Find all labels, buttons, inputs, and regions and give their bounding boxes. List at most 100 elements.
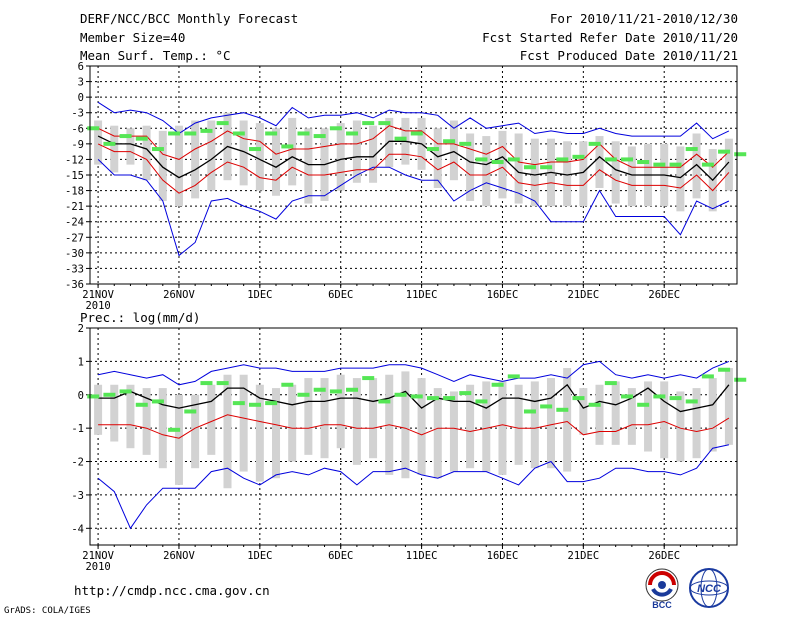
ensemble-mark xyxy=(734,377,747,382)
ensemble-mark xyxy=(443,396,456,401)
ensemble-box xyxy=(385,374,394,475)
ensemble-box xyxy=(498,130,507,199)
ensemble-box xyxy=(708,149,717,212)
ensemble-box xyxy=(126,128,135,165)
xtick-label: 16DEC xyxy=(487,289,519,301)
ensemble-box xyxy=(546,138,555,207)
ensemble-mark xyxy=(394,392,407,397)
ensemble-box xyxy=(627,146,636,207)
ensemble-mark xyxy=(313,134,326,139)
series-line-p_lower xyxy=(98,414,730,439)
ensemble-box xyxy=(563,368,572,472)
ensemble-mark xyxy=(475,157,488,162)
ensemble-mark xyxy=(346,387,359,392)
ensemble-mark xyxy=(426,147,439,152)
ensemble-box xyxy=(207,120,216,191)
ensemble-mark xyxy=(459,391,472,396)
ensemble-box xyxy=(724,138,733,191)
ensemble-mark xyxy=(701,162,714,167)
ensemble-box xyxy=(627,388,636,445)
grads-credit: GrADS: COLA/IGES xyxy=(4,606,91,616)
ensemble-box xyxy=(595,384,604,445)
ensemble-box xyxy=(644,381,653,452)
ensemble-box xyxy=(724,368,733,445)
ensemble-box xyxy=(401,371,410,479)
ensemble-mark xyxy=(572,396,585,401)
ytick-label: -3 xyxy=(71,108,84,120)
ensemble-mark xyxy=(653,162,666,167)
ensemble-mark xyxy=(216,121,229,126)
ensemble-box xyxy=(336,123,345,191)
xtick-label: 21DEC xyxy=(568,550,600,562)
ensemble-box xyxy=(272,388,281,479)
ensemble-box xyxy=(288,384,297,462)
chart-title: DERF/NCC/BCC Monthly Forecast xyxy=(80,11,299,26)
ensemble-mark xyxy=(248,147,261,152)
ncc-logo: NCC xyxy=(689,568,729,608)
xtick-label: 6DEC xyxy=(328,550,353,562)
ensemble-mark xyxy=(556,157,569,162)
ensemble-box xyxy=(433,128,442,188)
ensemble-mark xyxy=(281,144,294,149)
ensemble-mark xyxy=(410,394,423,399)
produced-date: Fcst Produced Date 2010/11/21 xyxy=(519,48,738,63)
ensemble-mark xyxy=(103,392,116,397)
ensemble-mark xyxy=(459,141,472,146)
ensemble-mark xyxy=(135,136,148,141)
bcc-logo: BCC xyxy=(645,568,679,610)
ensemble-box xyxy=(514,133,523,204)
ytick-label: -12 xyxy=(65,154,84,166)
ensemble-box xyxy=(320,378,329,459)
ensemble-mark xyxy=(135,402,148,407)
panel-temperature: 630-3-6-9-12-15-18-21-24-27-30-33-3621NO… xyxy=(65,61,747,312)
xtick-label: 6DEC xyxy=(328,289,353,301)
ensemble-mark xyxy=(87,394,100,399)
ytick-label: -9 xyxy=(71,139,84,151)
xtick-label: 26DEC xyxy=(648,550,680,562)
ensemble-box xyxy=(158,388,167,469)
source-url[interactable]: http://cmdp.ncc.cma.gov.cn xyxy=(74,583,270,598)
ensemble-box xyxy=(191,120,200,199)
ytick-label: -18 xyxy=(65,186,84,198)
ensemble-box xyxy=(579,141,588,207)
ensemble-box xyxy=(692,133,701,199)
xtick-label: 11DEC xyxy=(406,550,438,562)
ensemble-mark xyxy=(200,381,213,386)
ensemble-mark xyxy=(491,160,504,165)
ensemble-box xyxy=(369,125,378,183)
ensemble-mark xyxy=(540,165,553,170)
ensemble-mark xyxy=(248,402,261,407)
ensemble-box xyxy=(239,374,248,472)
ensemble-box xyxy=(530,138,539,207)
ytick-label: -4 xyxy=(71,523,84,535)
ensemble-mark xyxy=(701,374,714,379)
ensemble-mark xyxy=(718,367,731,372)
ensemble-mark xyxy=(653,394,666,399)
ensemble-box xyxy=(385,117,394,168)
ensemble-mark xyxy=(119,134,132,139)
ensemble-mark xyxy=(297,131,310,136)
ensemble-mark xyxy=(87,126,100,131)
ensemble-mark xyxy=(669,396,682,401)
ensemble-mark xyxy=(685,147,698,152)
ensemble-box xyxy=(546,378,555,469)
ensemble-mark xyxy=(604,381,617,386)
series-line-p_upper xyxy=(97,125,730,168)
ensemble-mark xyxy=(151,147,164,152)
ensemble-mark xyxy=(588,402,601,407)
ytick-label: -24 xyxy=(65,217,84,229)
ensemble-box xyxy=(466,384,475,469)
ensemble-box xyxy=(449,120,458,181)
variable-label: Mean Surf. Temp.: °C xyxy=(80,48,231,63)
ensemble-mark xyxy=(200,128,213,133)
xtick-label: 26NOV xyxy=(163,550,195,562)
ensemble-box xyxy=(611,381,620,445)
ensemble-mark xyxy=(621,394,634,399)
ensemble-box xyxy=(401,117,410,165)
ensemble-box xyxy=(304,128,313,204)
refer-date: Fcst Started Refer Date 2010/11/20 xyxy=(482,30,738,45)
ytick-label: 3 xyxy=(78,77,84,89)
ensemble-mark xyxy=(426,396,439,401)
ensemble-box xyxy=(110,125,119,173)
ensemble-mark xyxy=(346,131,359,136)
